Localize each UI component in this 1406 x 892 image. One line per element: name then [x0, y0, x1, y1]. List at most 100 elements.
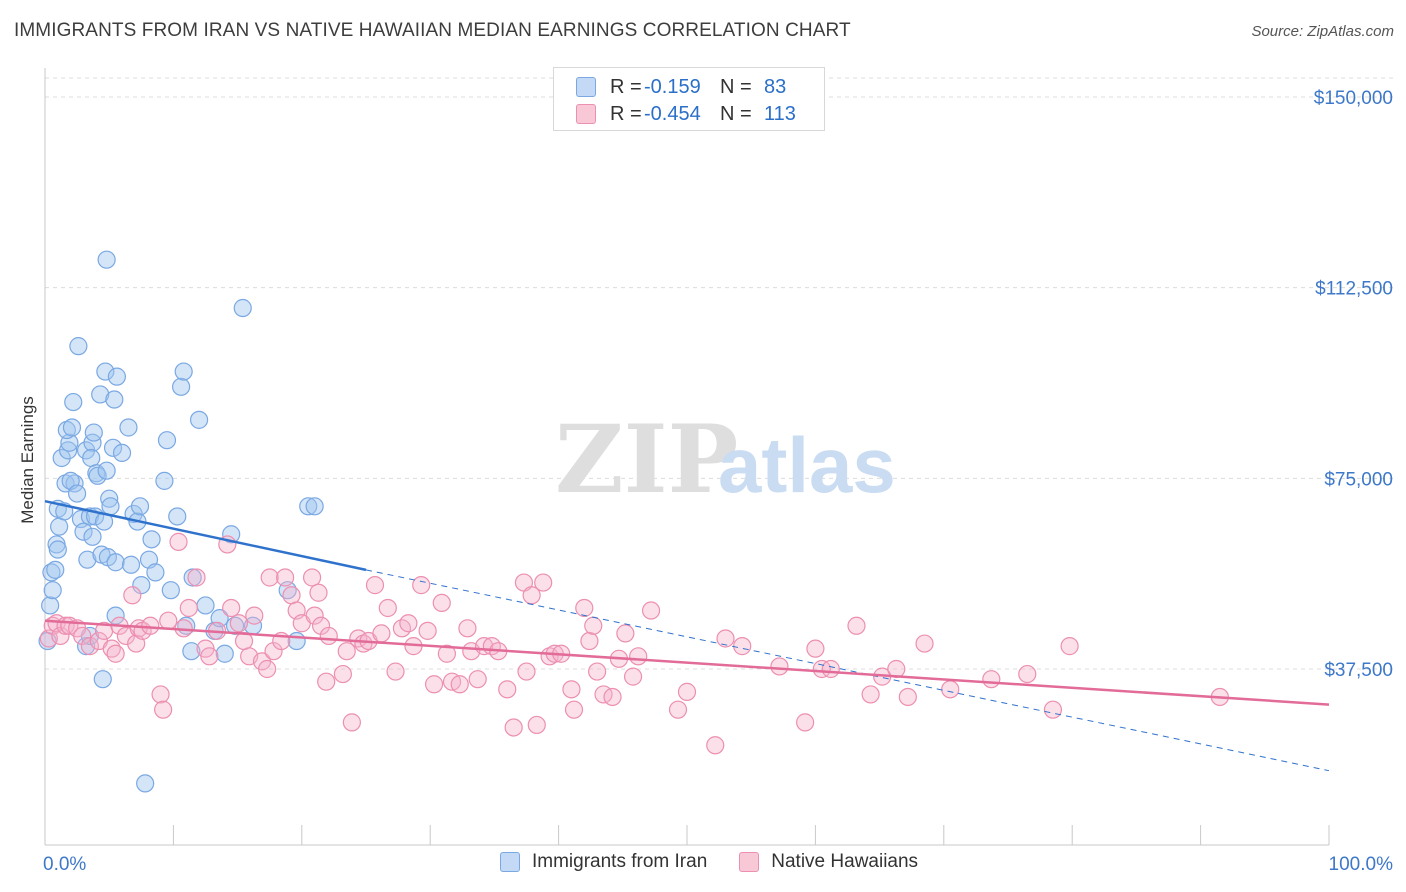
- r-label: R =: [610, 102, 642, 125]
- n-value: 113: [764, 102, 796, 125]
- hawaiian-point: [141, 616, 160, 635]
- iran-point: [136, 774, 155, 793]
- r-value: -0.159: [644, 75, 701, 98]
- hawaiian-point: [333, 664, 352, 684]
- hawaiian-point: [575, 598, 594, 618]
- hawaiian-point: [80, 637, 100, 656]
- x-tick-label: 100.0%: [1329, 854, 1394, 875]
- hawaiian-point: [564, 700, 584, 719]
- iran-point: [161, 581, 180, 600]
- legend-swatch-pink: [576, 104, 596, 124]
- legend-swatch-pink: [739, 852, 760, 872]
- iran-point: [52, 448, 71, 468]
- iran-point: [41, 596, 60, 615]
- hawaiian-point: [245, 606, 264, 625]
- iran-point: [96, 362, 115, 381]
- iran-point: [107, 367, 127, 386]
- iran-point: [299, 497, 318, 516]
- hawaiian-point: [229, 614, 248, 633]
- iran-point: [157, 431, 177, 450]
- hawaiian-point: [616, 624, 635, 643]
- iran-point: [43, 581, 62, 600]
- iran-point: [132, 576, 151, 595]
- hawaiian-point: [437, 644, 456, 663]
- iran-point: [142, 530, 161, 549]
- hawaiian-point: [580, 631, 599, 651]
- hawaiian-point: [73, 626, 92, 646]
- legend-item-hawaiian[interactable]: Native Hawaiians: [739, 851, 918, 873]
- hawaiian-point: [1018, 664, 1037, 684]
- iran-point: [182, 642, 201, 661]
- hawaiian-point: [806, 639, 825, 658]
- hawaiian-point: [677, 682, 697, 701]
- hawaiian-point: [305, 606, 324, 625]
- watermark-zip: ZIP: [555, 405, 738, 515]
- hawaiian-trend-line: [44, 619, 1330, 706]
- hawaiian-point: [527, 715, 546, 735]
- hawaiian-point: [641, 601, 661, 620]
- legend-row-hawaiian: R = -0.454 N = 113: [576, 102, 796, 126]
- hawaiian-point: [258, 659, 277, 679]
- axes: [44, 68, 1330, 846]
- iran-point: [88, 466, 107, 485]
- iran-point: [91, 385, 110, 404]
- iran-point: [233, 298, 252, 318]
- hawaiian-point: [668, 700, 688, 719]
- y-tick-label: $75,000: [1324, 469, 1393, 490]
- n-label: N =: [720, 75, 752, 98]
- chart-title: IMMIGRANTS FROM IRAN VS NATIVE HAWAIIAN …: [14, 20, 851, 41]
- iran-point: [222, 525, 241, 544]
- iran-point: [50, 517, 69, 536]
- hawaiian-point: [399, 614, 418, 633]
- n-label: N =: [720, 102, 752, 125]
- legend-item-iran[interactable]: Immigrants from Iran: [500, 851, 707, 873]
- y-axis-label: Median Earnings: [18, 396, 37, 524]
- hawaiian-point: [179, 598, 198, 618]
- iran-point: [174, 362, 193, 381]
- hawaiian-point: [450, 675, 469, 694]
- iran-point: [64, 392, 83, 412]
- hawaiian-point: [311, 616, 331, 635]
- legend-label: Immigrants from Iran: [532, 851, 708, 872]
- hawaiian-point: [378, 598, 397, 618]
- hawaiian-point: [1043, 700, 1063, 719]
- r-value: -0.454: [644, 102, 701, 125]
- n-value: 83: [764, 75, 787, 98]
- hawaiian-point: [424, 675, 444, 694]
- hawaiian-point: [629, 647, 648, 666]
- iran-point: [74, 522, 93, 541]
- iran-point: [305, 497, 324, 516]
- hawaiian-point: [412, 576, 431, 595]
- hawaiian-point: [317, 672, 336, 691]
- hawaiian-point: [982, 670, 1001, 689]
- y-tick-label: $37,500: [1324, 660, 1393, 681]
- iran-point: [48, 540, 67, 559]
- hawaiian-point: [504, 718, 523, 737]
- hawaiian-point: [200, 647, 219, 666]
- hawaiian-point: [264, 642, 283, 661]
- iran-point: [106, 553, 125, 572]
- hawaiian-point: [498, 680, 517, 699]
- trend-lines: [44, 499, 1330, 772]
- iran-point: [172, 377, 191, 396]
- iran-point: [215, 644, 234, 663]
- iran-point: [103, 438, 123, 457]
- r-label: R =: [610, 75, 642, 98]
- hawaiian-point: [418, 621, 437, 640]
- hawaiian-point: [282, 586, 301, 605]
- hawaiian-point: [106, 644, 125, 663]
- hawaiian-point: [540, 647, 559, 666]
- hawaiian-point: [319, 626, 338, 646]
- iran-point: [119, 418, 138, 437]
- hawaiian-point: [309, 583, 328, 602]
- iran-point: [168, 507, 187, 526]
- iran-point: [62, 418, 82, 437]
- watermark: ZIP atlas: [555, 405, 896, 515]
- iran-point: [196, 596, 215, 615]
- hawaiian-point: [898, 687, 917, 707]
- hawaiian-point: [733, 637, 752, 656]
- hawaiian-point: [915, 634, 934, 653]
- hawaiian-point: [716, 629, 735, 648]
- iran-point: [97, 461, 116, 480]
